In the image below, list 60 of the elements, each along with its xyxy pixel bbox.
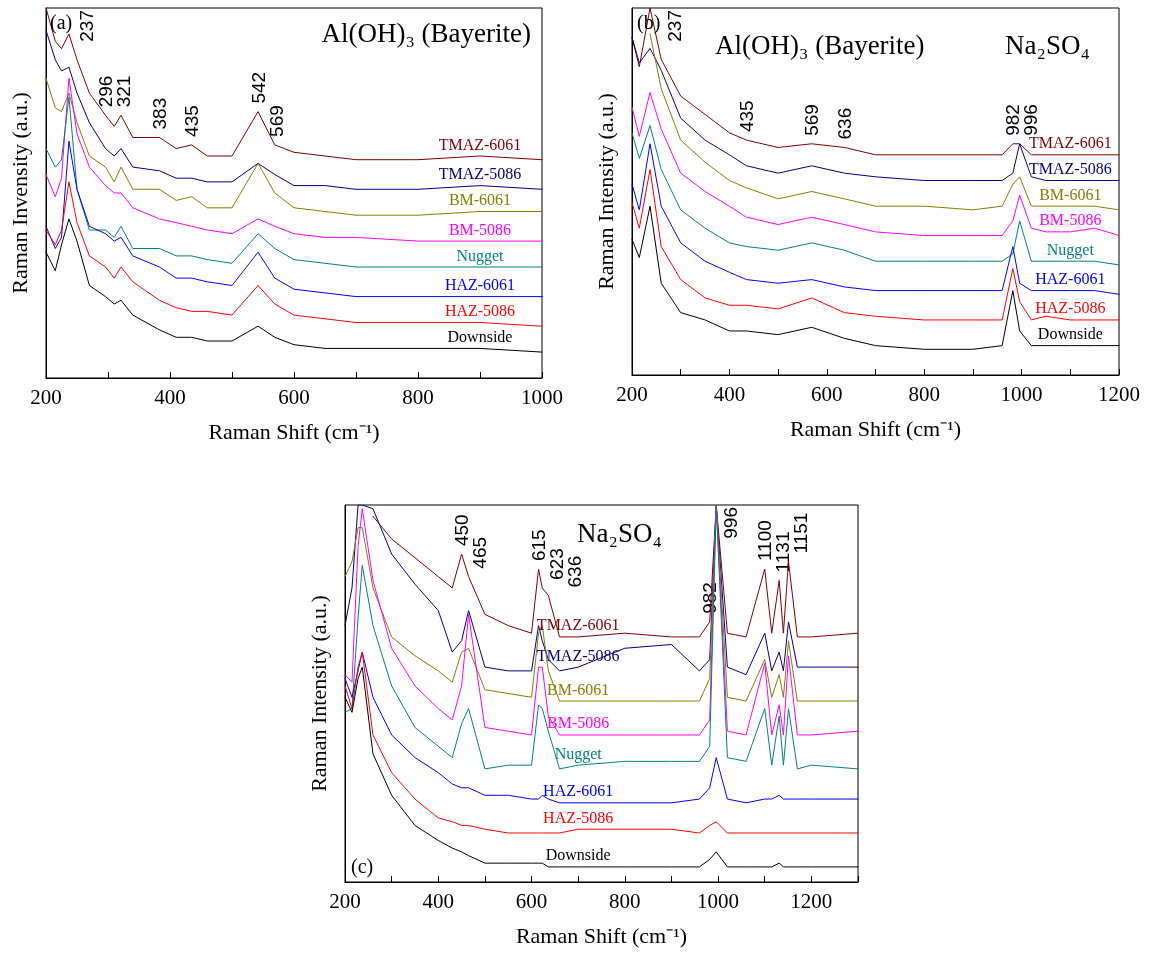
x-tick-label: 1200 <box>790 888 833 913</box>
annotation: 636 <box>833 107 855 140</box>
series-label: Nugget <box>1046 240 1095 259</box>
series-label: Nugget <box>456 246 505 265</box>
annotation: 569 <box>265 105 287 137</box>
x-tick-label: 200 <box>329 888 361 913</box>
series-label: TMAZ-5086 <box>438 165 522 183</box>
series-label: TMAZ-6061 <box>1028 134 1112 152</box>
annotation: 996 <box>719 507 741 539</box>
x-tick-label: 400 <box>154 384 186 409</box>
x-tick-label: 600 <box>811 381 843 406</box>
series-label: HAZ-5086 <box>444 302 516 319</box>
series-label: Downside <box>1037 325 1103 343</box>
x-tick-label: 200 <box>30 384 62 409</box>
x-tick-label: 800 <box>609 888 641 913</box>
series-label: Nugget <box>554 744 603 763</box>
series-label: TMAZ-5086 <box>1028 159 1112 177</box>
x-axis-title: Raman Shift (cm⁻¹) <box>515 922 688 948</box>
x-tick-label: 800 <box>402 384 434 409</box>
annotation: (a) <box>50 11 73 34</box>
series-label: BM-6061 <box>1039 185 1102 203</box>
text: Al(OH)₃ (Bayerite) <box>715 29 925 60</box>
series-label: BM-5086 <box>448 220 512 238</box>
annotation: 569 <box>801 104 823 136</box>
x-tick-label: 1200 <box>1098 381 1140 406</box>
annotation: 542 <box>247 71 269 104</box>
series-label: Downside <box>447 327 513 345</box>
annotation: 237 <box>663 10 685 42</box>
y-axis-title: Raman Intensity (a.u.) <box>592 93 618 290</box>
text: Na₂SO₄ <box>577 517 662 548</box>
x-tick-label: 400 <box>713 381 746 406</box>
y-axis-title: Raman Invensity (a.u.) <box>6 92 32 294</box>
series-label: HAZ-6061 <box>1035 270 1106 288</box>
series-label: BM-6061 <box>547 680 610 698</box>
series-label: HAZ-5086 <box>543 808 614 826</box>
series-label: Downside <box>545 846 611 864</box>
annotation: 435 <box>735 100 757 133</box>
x-tick-label: 400 <box>422 888 455 913</box>
x-tick-label: 1000 <box>697 888 740 913</box>
y-axis-title: Raman Intensity (a.u.) <box>305 595 331 792</box>
series-label: TMAZ-6061 <box>438 135 522 153</box>
x-tick-label: 800 <box>908 381 940 406</box>
x-axis-title: Raman Shift (cm⁻¹) <box>789 415 962 441</box>
x-tick-label: 600 <box>515 888 548 913</box>
annotation: 383 <box>148 97 170 130</box>
annotation: 435 <box>181 105 203 137</box>
text: Na₂SO₄ <box>1005 29 1090 60</box>
annotation: (c) <box>351 855 374 878</box>
series-label: BM-5086 <box>1039 211 1102 229</box>
series-label: HAZ-5086 <box>1035 299 1106 317</box>
x-tick-label: 200 <box>616 381 648 406</box>
x-tick-label: 1000 <box>1000 381 1043 406</box>
x-tick-label: 600 <box>278 384 310 409</box>
series-label: HAZ-6061 <box>543 782 614 800</box>
chart-title: Al(OH)₃ (Bayerite) <box>321 17 532 48</box>
series-label: HAZ-6061 <box>444 276 516 294</box>
x-tick-label: 1000 <box>521 384 563 409</box>
series-label: BM-6061 <box>448 191 512 208</box>
x-axis-title: Raman Shift (cm⁻¹) <box>208 418 380 444</box>
annotation: 237 <box>75 10 97 42</box>
